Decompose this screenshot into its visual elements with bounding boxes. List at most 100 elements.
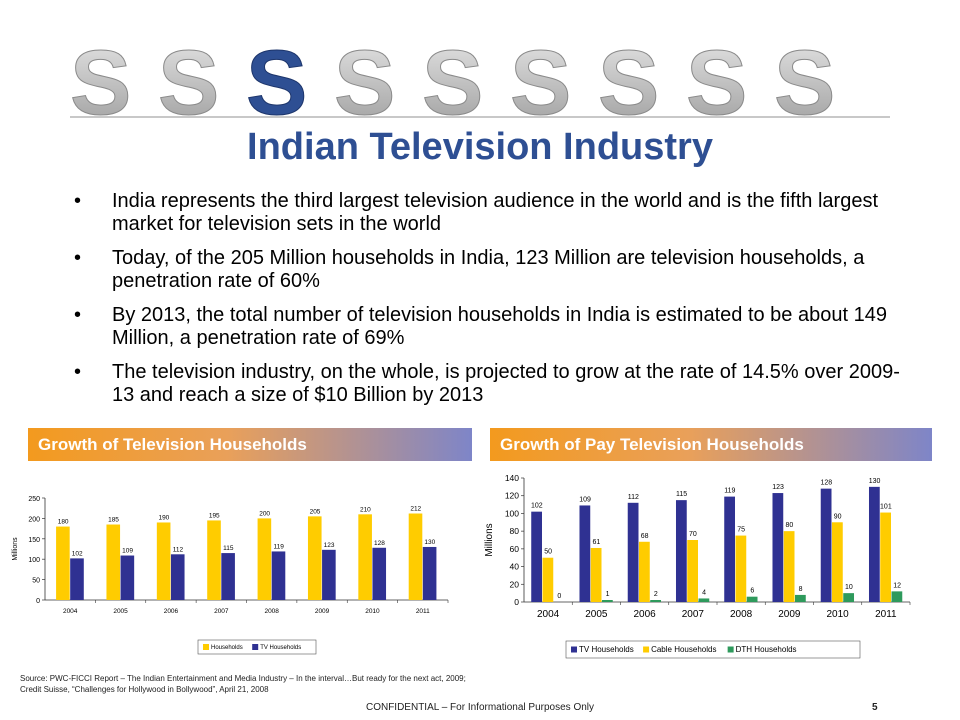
data-label: 8 (799, 586, 803, 593)
section-header-tv-households: Growth of Television Households (28, 428, 472, 461)
bar-households (257, 518, 272, 600)
bar-cable-households (783, 531, 795, 602)
data-label: 4 (702, 589, 706, 596)
bullet-list: India represents the third largest telev… (74, 190, 904, 418)
legend-swatch (571, 646, 577, 653)
data-label: 61 (592, 539, 600, 546)
bar-dth-households (843, 593, 855, 602)
x-tick-label: 2010 (827, 609, 850, 620)
data-label: 115 (223, 545, 234, 552)
bar-tv-households (372, 547, 387, 600)
logo-letter: S (510, 40, 571, 120)
data-label: 128 (821, 480, 833, 487)
page-number: 5 (872, 702, 878, 713)
x-tick-label: 2009 (315, 608, 330, 615)
y-tick-label: 80 (510, 526, 520, 536)
legend-box (565, 640, 861, 659)
y-tick-label: 100 (505, 508, 519, 518)
y-tick-label: 40 (510, 562, 520, 572)
bar-tv-households (579, 505, 591, 602)
x-tick-label: 2006 (164, 608, 179, 615)
logo-letter: S (334, 40, 395, 120)
chart-pay-tv-households: 020406080100120140Millions20041025002005… (484, 473, 911, 659)
bar-tv-households (772, 493, 784, 602)
bar-cable-households (880, 512, 892, 602)
data-label: 212 (410, 506, 421, 513)
data-label: 205 (310, 508, 321, 515)
data-label: 2 (654, 591, 658, 598)
x-tick-label: 2004 (537, 609, 560, 620)
data-label: 0 (557, 593, 561, 600)
bar-tv-households (120, 555, 135, 600)
y-tick-label: 50 (32, 578, 40, 585)
y-tick-label: 140 (505, 473, 519, 483)
source-line: Credit Suisse, “Challenges for Hollywood… (20, 685, 269, 694)
y-axis-label: Millions (484, 523, 495, 556)
bullet-item: The television industry, on the whole, i… (74, 361, 904, 407)
y-axis-label: Millions (12, 537, 19, 561)
data-label: 210 (360, 506, 371, 513)
bar-households (106, 524, 121, 600)
x-tick-label: 2008 (264, 608, 279, 615)
bar-households (207, 520, 221, 600)
data-label: 180 (58, 519, 69, 526)
bar-tv-households (221, 553, 235, 600)
x-tick-label: 2007 (214, 608, 229, 615)
data-label: 130 (424, 539, 435, 546)
section-header-pay-tv-households: Growth of Pay Television Households (490, 428, 932, 461)
data-label: 90 (834, 513, 842, 520)
y-tick-label: 200 (28, 516, 40, 523)
x-tick-label: 2011 (416, 608, 430, 615)
data-label: 1 (606, 591, 610, 598)
logo-letter: S (422, 40, 483, 120)
bar-dth-households (891, 591, 903, 602)
bar-households (307, 516, 322, 600)
bullet-item: By 2013, the total number of television … (74, 304, 904, 350)
data-label: 123 (772, 484, 784, 491)
data-label: 102 (72, 550, 83, 557)
legend-label: DTH Households (736, 645, 797, 654)
legend-swatch (252, 644, 259, 650)
data-label: 101 (880, 504, 892, 511)
legend-swatch (643, 646, 650, 653)
y-tick-label: 0 (514, 597, 519, 607)
source-line: Source: PWC-FICCI Report – The Indian En… (20, 674, 466, 683)
data-label: 130 (869, 478, 881, 485)
data-label: 12 (893, 582, 901, 589)
bar-dth-households (602, 600, 613, 602)
bar-tv-households (170, 554, 185, 600)
bullet-item: India represents the third largest telev… (74, 190, 904, 236)
logo-letter-highlight: S (246, 40, 307, 120)
bar-households (56, 526, 70, 600)
bar-dth-households (746, 596, 758, 602)
y-tick-label: 0 (36, 598, 40, 605)
x-tick-label: 2006 (634, 609, 657, 620)
source-note: Source: PWC-FICCI Report – The Indian En… (20, 673, 720, 695)
bar-cable-households (542, 557, 554, 602)
bar-cable-households (735, 535, 747, 602)
data-label: 68 (641, 533, 649, 540)
y-tick-label: 120 (505, 491, 519, 501)
bar-tv-households (70, 558, 84, 600)
bar-cable-households (590, 547, 602, 602)
x-tick-label: 2005 (113, 608, 128, 615)
bar-tv-households (627, 502, 639, 602)
bar-households (408, 513, 423, 600)
x-tick-label: 2004 (63, 608, 78, 615)
legend-label: TV Households (260, 645, 301, 651)
bar-households (156, 522, 171, 600)
data-label: 123 (324, 542, 335, 549)
footer-confidential: CONFIDENTIAL – For Informational Purpose… (365, 702, 595, 713)
data-label: 195 (209, 512, 220, 519)
bar-tv-households (271, 551, 286, 600)
data-label: 112 (173, 546, 184, 553)
data-label: 6 (750, 588, 754, 595)
bar-cable-households (638, 541, 650, 602)
data-label: 80 (785, 522, 793, 529)
legend-label: Households (211, 645, 243, 651)
data-label: 128 (374, 540, 385, 547)
legend-swatch (203, 644, 209, 650)
bar-tv-households (422, 546, 437, 600)
bar-households (358, 514, 372, 600)
y-tick-label: 150 (28, 537, 40, 544)
